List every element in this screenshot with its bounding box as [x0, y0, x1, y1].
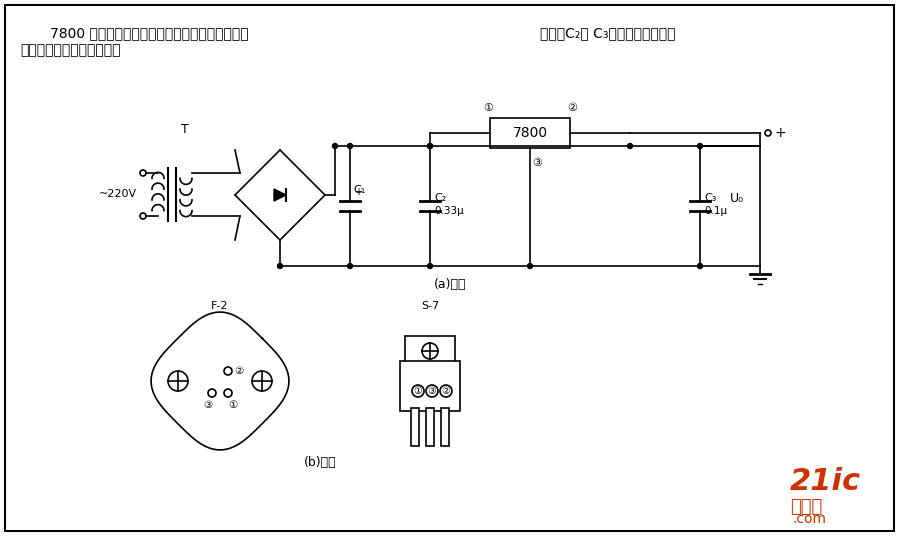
- Text: 21ic: 21ic: [790, 467, 861, 496]
- Bar: [400, 361, 460, 411]
- Text: +: +: [775, 126, 787, 140]
- Polygon shape: [274, 189, 286, 201]
- Text: 0.33μ: 0.33μ: [434, 206, 464, 216]
- Circle shape: [428, 144, 432, 148]
- Text: 0.1μ: 0.1μ: [704, 206, 727, 216]
- Circle shape: [528, 264, 532, 269]
- Text: (a)电路: (a)电路: [433, 278, 467, 291]
- Text: .com: .com: [793, 512, 827, 526]
- Text: U₀: U₀: [730, 191, 744, 205]
- Circle shape: [333, 144, 337, 148]
- Bar: [411, 408, 419, 446]
- Circle shape: [428, 144, 432, 148]
- Text: +: +: [354, 187, 362, 197]
- Bar: [426, 408, 434, 446]
- Bar: [490, 118, 570, 148]
- Circle shape: [628, 144, 633, 148]
- Text: (b)外形: (b)外形: [304, 456, 336, 469]
- Text: T: T: [181, 123, 189, 136]
- Text: 7800: 7800: [512, 126, 547, 140]
- Text: 的高频寄生振荡而接人的。: 的高频寄生振荡而接人的。: [20, 43, 120, 57]
- Text: C₃: C₃: [704, 193, 717, 203]
- Text: ①: ①: [483, 103, 493, 113]
- Text: C₁: C₁: [353, 185, 365, 195]
- Circle shape: [348, 264, 352, 269]
- Circle shape: [428, 264, 432, 269]
- Text: C₂: C₂: [434, 193, 446, 203]
- Text: 电子网: 电子网: [790, 498, 823, 516]
- Bar: [405, 336, 455, 366]
- Text: ③: ③: [532, 158, 542, 168]
- Text: ②: ②: [441, 386, 450, 396]
- Bar: [441, 408, 449, 446]
- Text: ③: ③: [203, 400, 212, 410]
- Text: ②: ②: [567, 103, 577, 113]
- Circle shape: [698, 264, 702, 269]
- Text: ~220V: ~220V: [99, 189, 137, 199]
- Text: ②: ②: [234, 366, 244, 376]
- Circle shape: [698, 144, 702, 148]
- Text: F-2: F-2: [211, 301, 228, 311]
- Text: 所示。C₂和 C₃是为消除可能产生: 所示。C₂和 C₃是为消除可能产生: [540, 26, 675, 40]
- Circle shape: [278, 264, 282, 269]
- Text: ③: ③: [428, 386, 436, 396]
- Text: ①: ①: [414, 386, 423, 396]
- Text: 7800 系列三端固定正稳压器的典型应用电路如图: 7800 系列三端固定正稳压器的典型应用电路如图: [50, 26, 249, 40]
- Text: S-7: S-7: [421, 301, 439, 311]
- Text: ①: ①: [228, 400, 237, 410]
- Circle shape: [348, 144, 352, 148]
